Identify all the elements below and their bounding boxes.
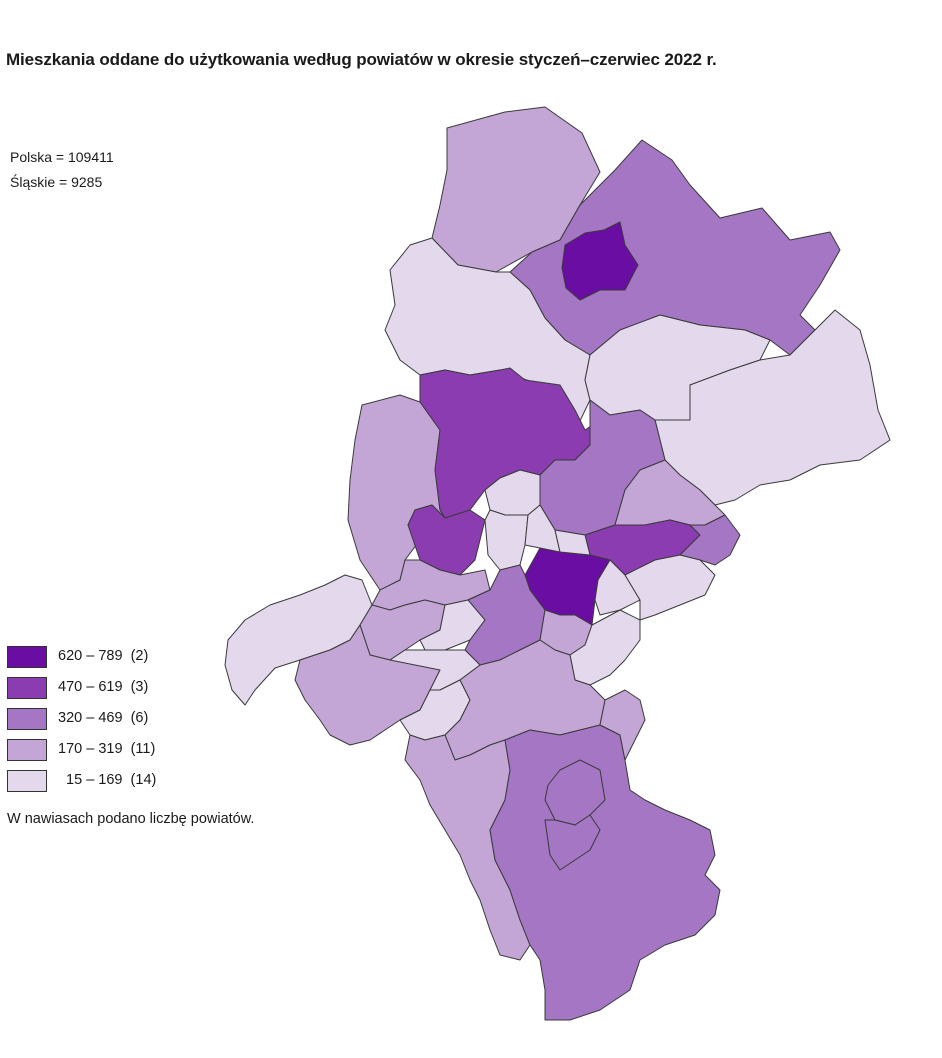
map-title: Mieszkania oddane do użytkowania według … — [6, 50, 717, 69]
legend-swatch — [7, 708, 47, 730]
legend-swatch — [7, 770, 47, 792]
totals-box: Polska = 109411 Śląskie = 9285 — [10, 145, 114, 195]
legend-note: W nawiasach podano liczbę powiatów. — [7, 811, 255, 827]
total-polska: Polska = 109411 — [10, 149, 114, 165]
county-zory-east — [679, 514, 741, 566]
legend-label: 170 – 319 (11) — [58, 741, 156, 757]
county-czestochowa-city — [561, 221, 639, 301]
legend-label: 620 – 789 (2) — [58, 648, 149, 664]
legend-label: 470 – 619 (3) — [58, 679, 149, 695]
county-jaworzno — [624, 554, 716, 621]
legend-label: 320 – 469 (6) — [58, 710, 149, 726]
county-bierunsko — [569, 609, 641, 686]
county-city-d — [554, 529, 591, 556]
legend-swatch — [7, 739, 47, 761]
legend-swatch — [7, 646, 47, 668]
county-bielski — [489, 724, 721, 1021]
county-zywiecki — [544, 814, 601, 871]
legend-label: 15 – 169 (14) — [58, 772, 157, 788]
county-city-e — [594, 559, 641, 616]
total-slaskie: Śląskie = 9285 — [10, 174, 103, 190]
county-city-b — [484, 509, 529, 571]
county-slask-extra — [599, 689, 646, 761]
legend-swatch — [7, 677, 47, 699]
